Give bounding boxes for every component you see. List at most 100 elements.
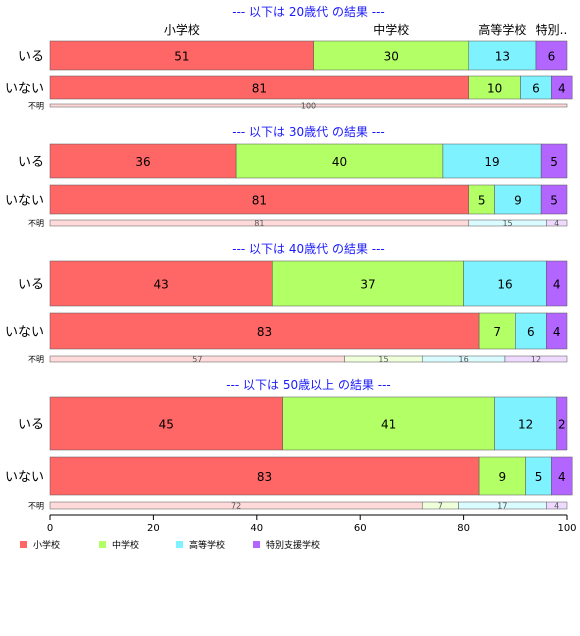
bar-segment: [272, 260, 464, 307]
bar-segment: [525, 456, 552, 496]
row-label: いる: [18, 418, 44, 433]
row-label: いる: [18, 278, 44, 293]
data-label: 81: [252, 82, 267, 96]
bar-segment: [313, 40, 470, 71]
data-label: 2: [558, 418, 566, 432]
bar-segment: [442, 143, 542, 179]
data-label: 15: [502, 219, 512, 228]
bar-segment: [478, 456, 526, 496]
x-tick-label: 100: [557, 523, 576, 534]
row-label: いない: [5, 470, 44, 485]
data-label: 40: [332, 155, 347, 169]
legend-label: 特別支援学校: [266, 539, 320, 551]
x-tick-label: 20: [147, 523, 160, 534]
data-label: 57: [192, 355, 202, 364]
bar-segment: [546, 219, 568, 227]
data-label: 4: [558, 82, 566, 96]
bar-segment: [49, 40, 314, 71]
data-label: 7: [438, 502, 443, 511]
bar-segment: [468, 40, 537, 71]
row-label: 不明: [28, 219, 44, 228]
bar-segment: [540, 184, 568, 215]
x-tick-label: 40: [250, 523, 263, 534]
data-label: 12: [531, 355, 541, 364]
data-label: 16: [459, 355, 469, 364]
bar-segment: [49, 396, 283, 451]
legend-label: 小学校: [33, 539, 60, 551]
bar-segment: [49, 103, 568, 108]
x-tick-label: 0: [47, 523, 53, 534]
data-label: 5: [478, 194, 486, 208]
data-label: 43: [154, 278, 169, 292]
row-label: 不明: [28, 102, 44, 111]
bar-segment: [540, 143, 568, 179]
row-label: いない: [5, 325, 44, 340]
bar-segment: [478, 312, 516, 350]
data-label: 83: [257, 470, 272, 484]
x-tick-label: 80: [457, 523, 470, 534]
x-tick-label: 60: [354, 523, 367, 534]
bar-segment: [546, 501, 568, 510]
data-label: 72: [231, 502, 241, 511]
category-header: 高等学校: [478, 22, 526, 37]
data-label: 12: [518, 418, 533, 432]
bar-segment: [551, 456, 573, 496]
data-label: 4: [554, 502, 559, 511]
bar-segment: [282, 396, 495, 451]
data-label: 15: [378, 355, 388, 364]
bar-segment: [546, 260, 568, 307]
data-label: 4: [558, 470, 566, 484]
data-label: 37: [360, 278, 375, 292]
data-label: 81: [252, 194, 267, 208]
data-label: 4: [554, 219, 559, 228]
data-label: 13: [495, 50, 510, 64]
data-label: 6: [532, 82, 540, 96]
bar-segment: [49, 143, 237, 179]
data-label: 36: [135, 155, 150, 169]
data-label: 9: [499, 470, 507, 484]
data-label: 5: [550, 155, 558, 169]
legend-swatch: [253, 541, 260, 548]
row-label: 不明: [28, 355, 44, 364]
data-label: 17: [497, 502, 507, 511]
category-header: 小学校: [164, 22, 200, 37]
panel-title: --- 以下は 20歳代 の結果 ---: [232, 5, 385, 19]
data-label: 83: [257, 325, 272, 339]
bar-segment: [49, 312, 480, 350]
data-label: 51: [174, 50, 189, 64]
bar-segment: [504, 355, 568, 363]
category-header: 特別..: [536, 22, 568, 37]
data-label: 45: [159, 418, 174, 432]
bar-segment: [463, 260, 547, 307]
bar-segment: [49, 456, 480, 496]
panel-title: --- 以下は 50歳以上 の結果 ---: [226, 378, 391, 392]
data-label: 30: [384, 50, 399, 64]
row-label: 不明: [28, 502, 44, 511]
panel-title: --- 以下は 40歳代 の結果 ---: [232, 242, 385, 256]
data-label: 4: [553, 325, 561, 339]
panel-title: --- 以下は 30歳代 の結果 ---: [232, 125, 385, 139]
data-label: 4: [553, 278, 561, 292]
data-label: 6: [548, 50, 556, 64]
data-label: 100: [301, 102, 316, 111]
category-header: 中学校: [373, 22, 409, 37]
data-label: 5: [550, 194, 558, 208]
bar-segment: [49, 260, 273, 307]
data-label: 41: [381, 418, 396, 432]
data-label: 81: [254, 219, 264, 228]
legend-label: 高等学校: [189, 539, 225, 551]
data-label: 6: [527, 325, 535, 339]
bar-segment: [556, 396, 568, 451]
bar-segment: [546, 312, 568, 350]
bar-segment: [494, 184, 542, 215]
data-label: 9: [514, 194, 522, 208]
legend-label: 中学校: [112, 539, 139, 551]
data-label: 5: [535, 470, 543, 484]
bar-segment: [551, 75, 573, 100]
row-label: いない: [5, 194, 44, 209]
data-label: 10: [487, 82, 502, 96]
row-label: いる: [18, 50, 44, 65]
row-label: いる: [18, 155, 44, 170]
legend-swatch: [20, 541, 27, 548]
